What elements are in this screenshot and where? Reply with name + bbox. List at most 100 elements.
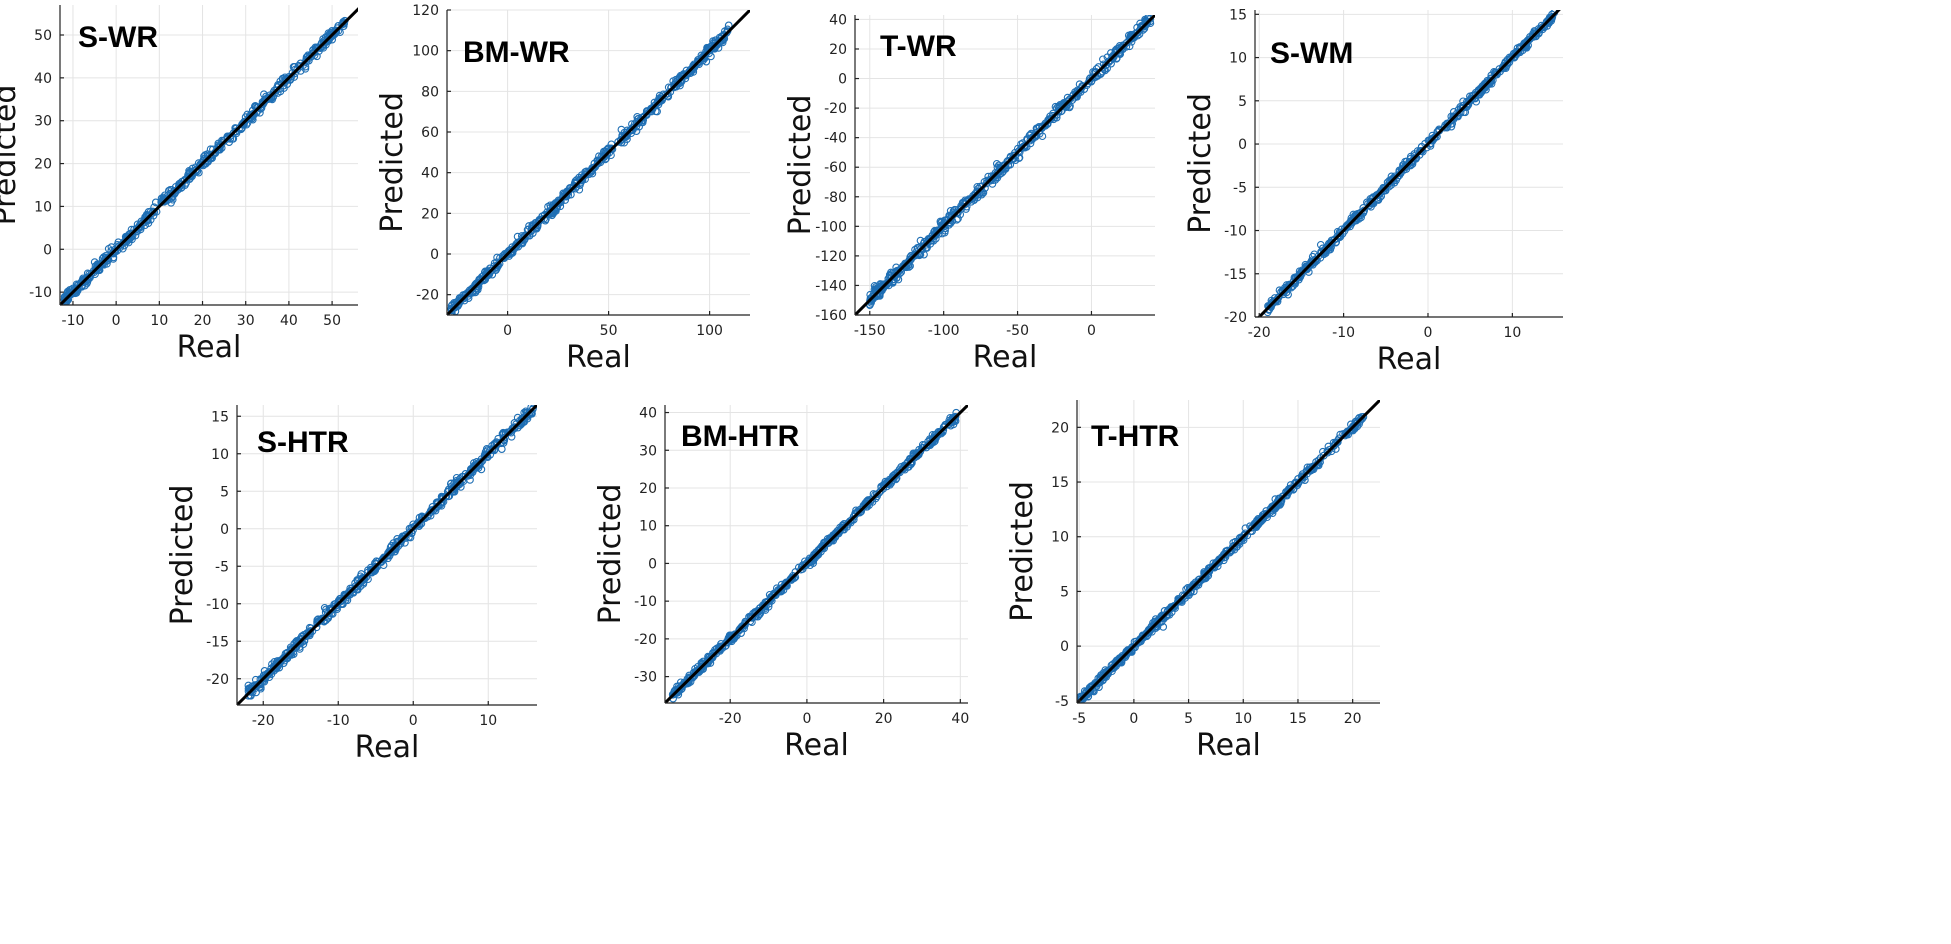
x-tick-label: 0 <box>1087 323 1096 339</box>
data-point <box>329 30 338 39</box>
data-point <box>397 537 406 546</box>
data-point <box>843 521 851 529</box>
data-point <box>322 605 330 614</box>
x-axis-label: Real <box>355 730 420 765</box>
data-point <box>379 561 388 570</box>
data-point <box>835 527 844 536</box>
data-point <box>487 267 495 275</box>
data-point <box>923 238 932 247</box>
y-tick-label: -40 <box>824 131 847 147</box>
data-point <box>648 105 657 113</box>
data-point <box>977 190 986 199</box>
y-tick-label: -20 <box>1224 310 1247 326</box>
data-point <box>892 263 901 272</box>
y-tick-label: 10 <box>211 447 229 463</box>
data-point <box>1237 534 1246 543</box>
data-point <box>710 43 718 51</box>
y-tick-label: -10 <box>1224 224 1247 240</box>
chart-panel-s-htr: -20 -10 0 10 -20 -15 -10 -5 0 5 10 15 Real Predicted S… <box>165 405 537 765</box>
y-tick-label: 0 <box>1060 639 1069 655</box>
data-point <box>1168 603 1176 611</box>
y-tick-label: 5 <box>1060 584 1069 600</box>
data-point <box>1066 102 1074 110</box>
y-axis-label: Predicted <box>1183 93 1218 234</box>
chart-panel-s-wm: -20 -10 0 10 -20 -15 -10 -5 0 5 10 15 Real Predicted S… <box>1183 7 1563 377</box>
data-point <box>280 78 289 87</box>
y-tick-label: 40 <box>421 166 439 182</box>
panel-title: BM-HTR <box>681 420 800 453</box>
x-axis-label: Real <box>784 728 849 763</box>
data-point <box>916 236 925 245</box>
data-point <box>1468 94 1477 103</box>
data-point <box>951 412 960 421</box>
reference-line <box>855 15 1155 315</box>
y-tick-label: 15 <box>211 409 229 425</box>
x-tick-label: -150 <box>854 323 886 339</box>
data-point <box>1146 625 1155 633</box>
data-point <box>714 44 723 52</box>
reference-line <box>1077 400 1380 703</box>
data-point <box>1101 66 1109 75</box>
y-tick-label: 15 <box>1051 475 1069 491</box>
data-point <box>1325 446 1334 454</box>
data-point <box>718 642 726 650</box>
y-axis-label: Predicted <box>375 92 410 233</box>
data-point <box>262 95 271 104</box>
x-axis-label: Real <box>177 330 242 365</box>
chart-panel-bm-wr: 0 50 100 -20 0 20 40 60 80 100 120 Real Predicted BM-… <box>375 3 750 375</box>
y-tick-label: 5 <box>220 484 229 500</box>
data-point <box>304 630 313 639</box>
y-tick-label: 0 <box>430 247 439 263</box>
x-tick-label: 0 <box>112 313 121 329</box>
x-tick-label: 50 <box>600 323 618 339</box>
data-point <box>229 134 238 143</box>
x-tick-label: 10 <box>479 713 497 729</box>
data-point <box>1487 76 1496 85</box>
data-point <box>1383 181 1392 190</box>
data-point <box>301 64 310 73</box>
y-axis-label: Predicted <box>783 95 818 236</box>
data-point <box>848 516 856 525</box>
data-point <box>107 243 116 251</box>
x-tick-label: -100 <box>928 323 960 339</box>
x-tick-label: 100 <box>696 323 723 339</box>
y-tick-label: 10 <box>1229 51 1247 67</box>
y-axis-label: Predicted <box>593 484 628 625</box>
y-tick-label: 20 <box>829 42 847 58</box>
panel-title: T-HTR <box>1091 420 1180 453</box>
y-tick-label: -20 <box>824 101 847 117</box>
data-point <box>726 635 735 644</box>
data-point <box>298 634 307 643</box>
data-point <box>340 20 348 28</box>
y-tick-label: -100 <box>815 219 847 235</box>
data-point <box>1417 146 1426 155</box>
data-point <box>1135 636 1144 645</box>
data-point <box>166 185 175 194</box>
data-point <box>1117 45 1125 53</box>
data-point <box>527 225 536 233</box>
y-tick-label: 10 <box>34 199 52 215</box>
data-point <box>170 187 179 195</box>
data-point <box>669 77 678 85</box>
data-point <box>139 218 148 226</box>
data-point <box>287 647 296 656</box>
data-point <box>701 51 710 59</box>
data-point <box>703 657 711 666</box>
data-point <box>345 589 354 598</box>
data-point <box>543 210 552 218</box>
x-tick-label: 40 <box>280 313 298 329</box>
y-tick-label: 50 <box>34 28 52 44</box>
data-point <box>1402 163 1410 171</box>
data-point <box>460 294 469 303</box>
x-tick-label: -20 <box>1248 325 1271 341</box>
data-point <box>270 664 279 673</box>
data-point <box>114 242 123 251</box>
y-tick-label: 40 <box>829 12 847 28</box>
data-point <box>724 21 733 30</box>
x-tick-label: -10 <box>62 313 85 329</box>
x-tick-label: -50 <box>1006 323 1029 339</box>
data-point <box>736 624 744 633</box>
x-tick-label: 0 <box>503 323 512 339</box>
panel-title: BM-WR <box>463 36 570 69</box>
data-point <box>295 645 304 653</box>
